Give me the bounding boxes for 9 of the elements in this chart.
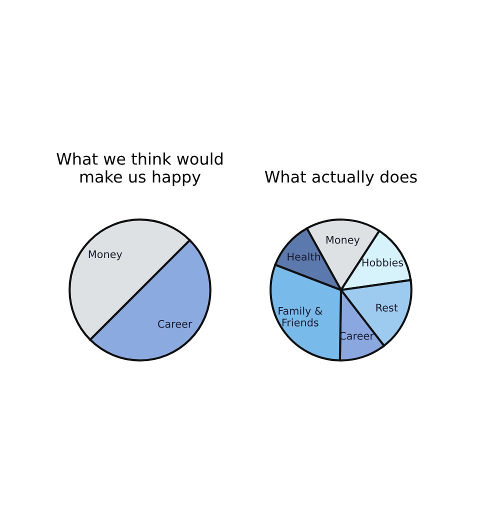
slice-label: Money — [326, 236, 360, 246]
chart-title: What actually does — [264, 170, 417, 186]
slice-label: Hobbies — [362, 258, 404, 266]
slice-label: Family & Friends — [278, 306, 322, 326]
slice-label: Rest — [376, 304, 398, 312]
slice-label: Money — [88, 250, 122, 260]
slice-label: Career — [158, 320, 192, 328]
chart-title: What we think would make us happy — [56, 152, 222, 186]
slice-label: Health — [288, 252, 320, 261]
